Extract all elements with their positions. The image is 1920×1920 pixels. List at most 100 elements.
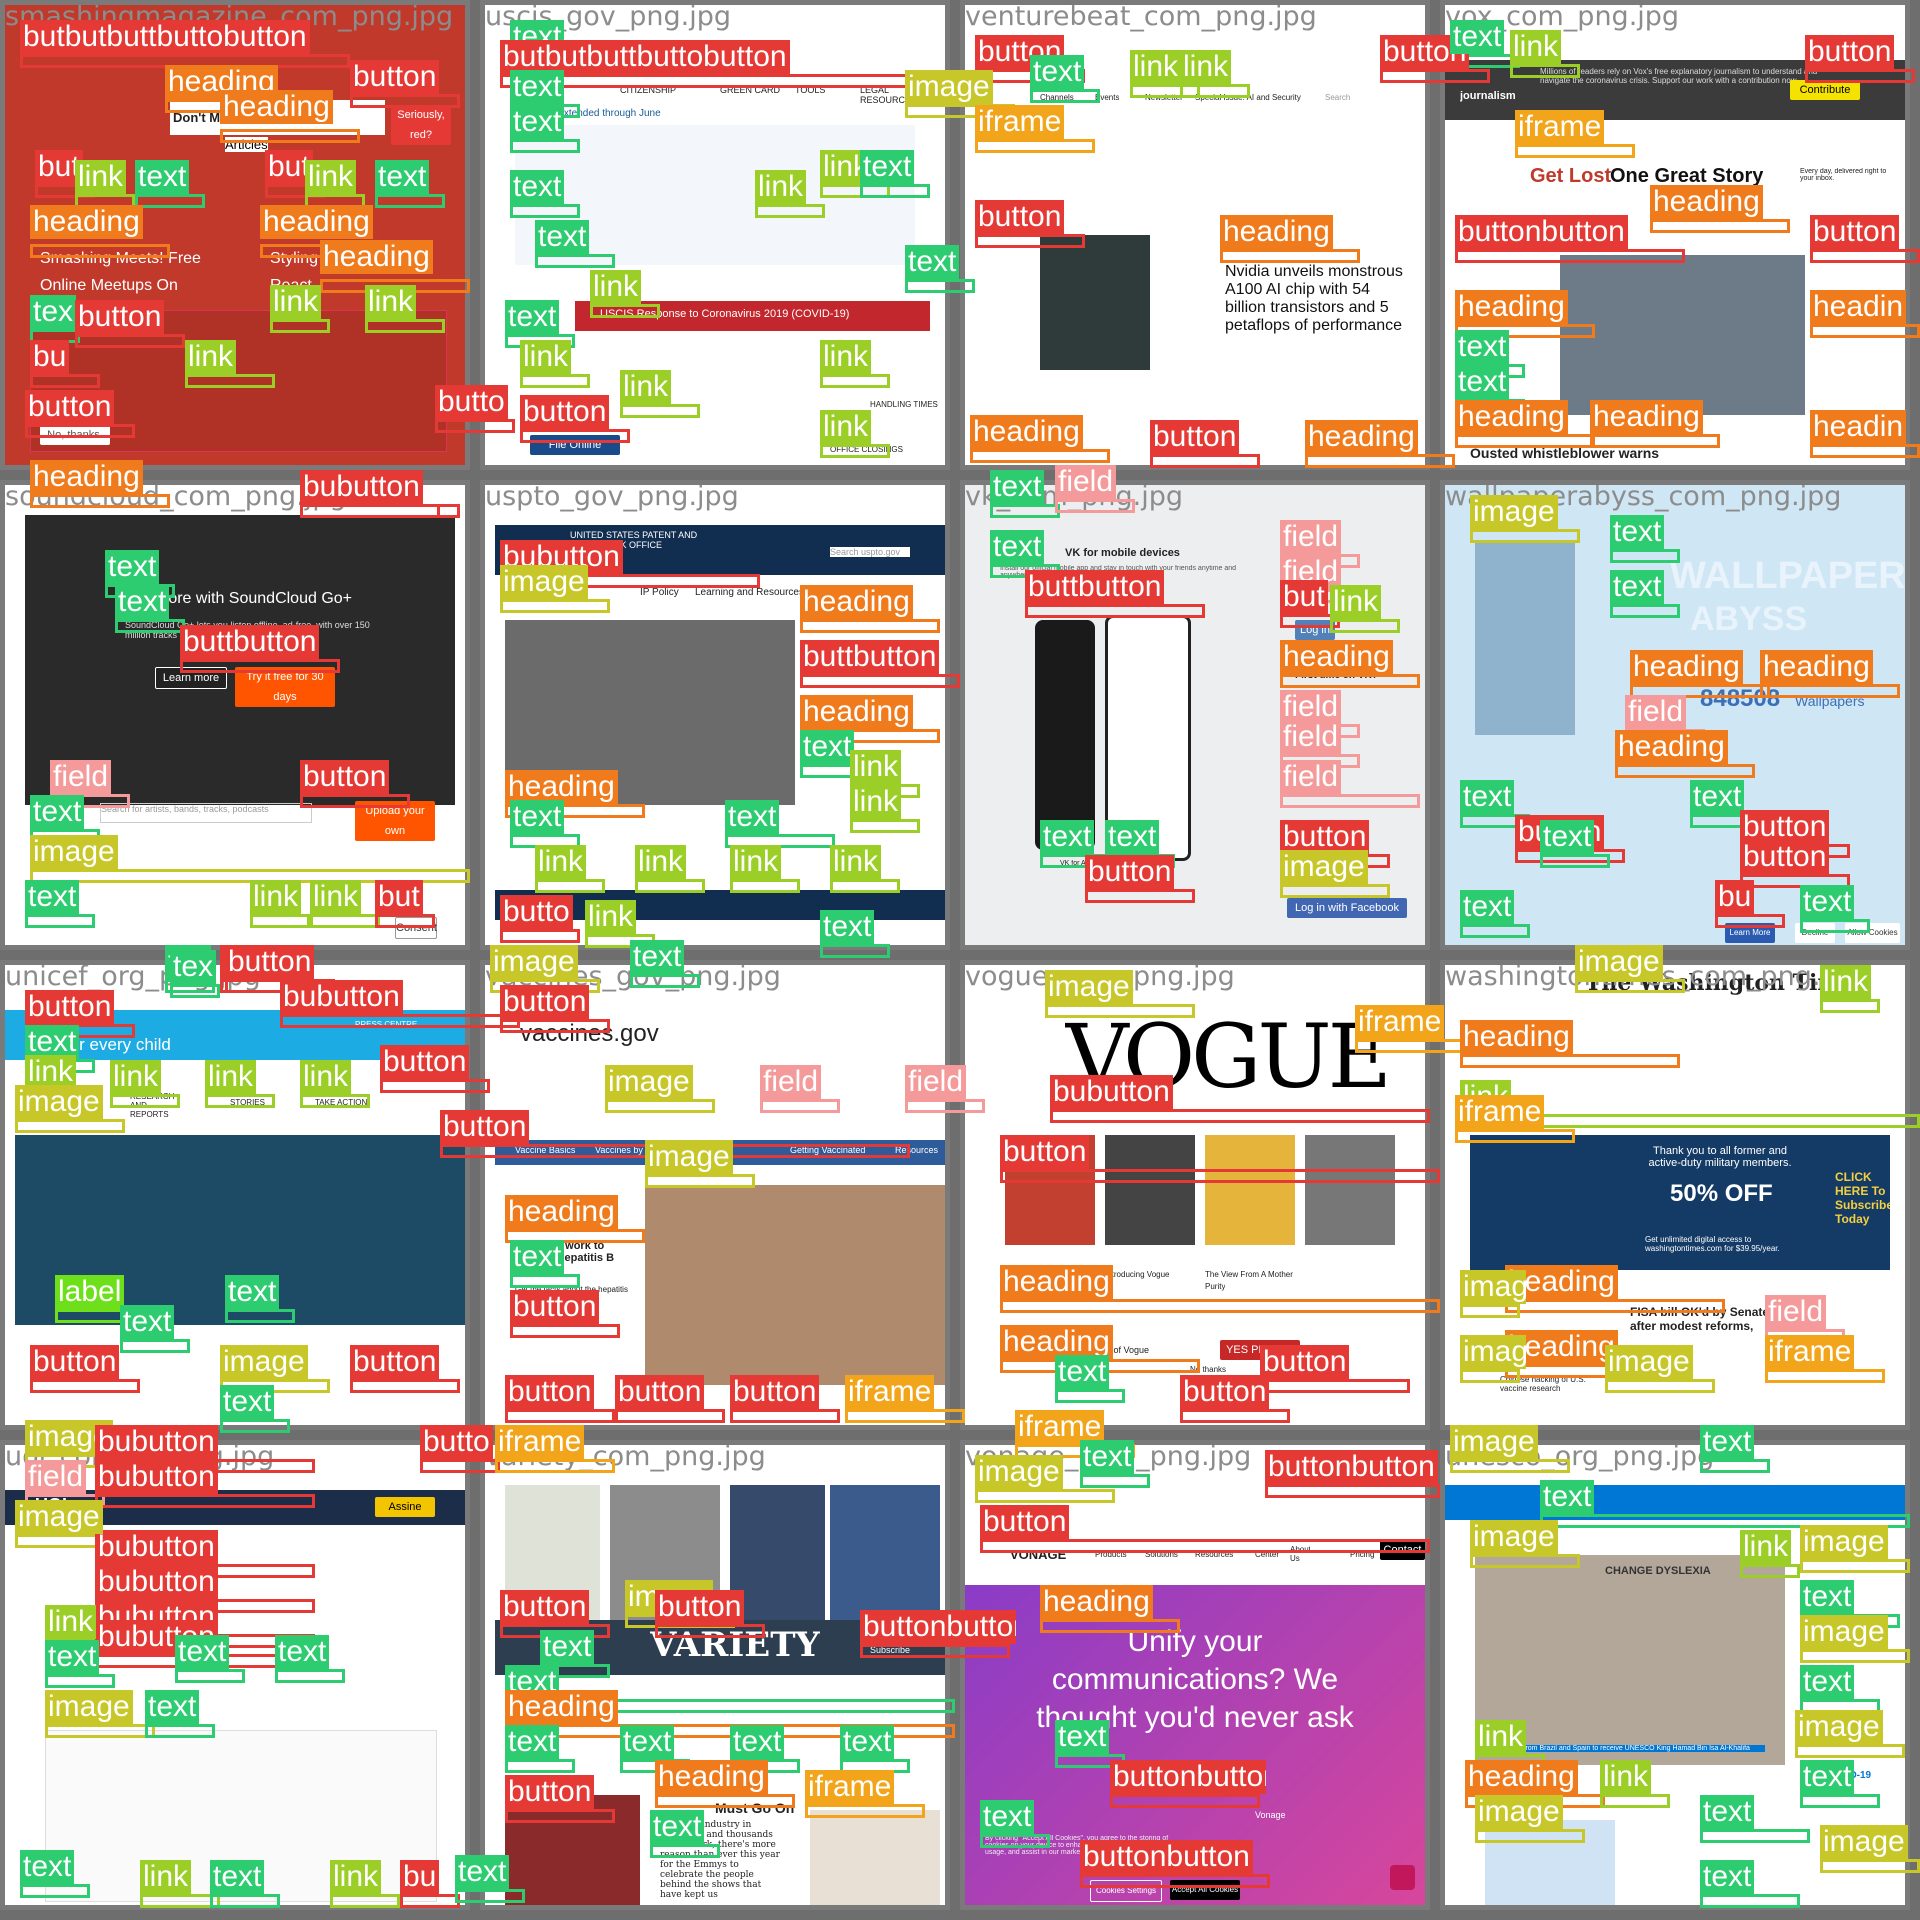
product-image-1 (505, 1485, 600, 1620)
chat-icon[interactable] (1390, 1865, 1415, 1890)
ad-discount: 50% OFF (1670, 1180, 1773, 1207)
nav-research[interactable]: RESEARCH AND REPORTS (130, 1092, 175, 1119)
facebook-login-button[interactable]: Log in with Facebook (1287, 898, 1407, 918)
nav-special-issue[interactable]: Special Issue: AI and Security (1195, 93, 1301, 102)
learn-more-button[interactable]: Learn More (1725, 923, 1775, 943)
nav-legal[interactable]: LEGAL RESOURCES (860, 85, 918, 105)
hacking-headline[interactable]: Chinese hacking of U.S. vaccine research (1500, 1375, 1586, 1393)
alert-heading: Closure Extended through June (520, 108, 661, 119)
tile-filename: wallpaperabyss_com_png.jpg (1445, 481, 1842, 512)
hero-text: Get the facts about the hepatitis B vacc… (515, 1285, 628, 1303)
tagline: for every child (65, 1035, 171, 1054)
footer-band (495, 890, 945, 920)
search-input[interactable]: Search for artists, bands, tracks, podca… (100, 803, 312, 823)
nav-learning[interactable]: Learning and Resources (695, 587, 804, 598)
vk-android-link[interactable]: VK for Android (1060, 860, 1106, 867)
nav-citizenship[interactable]: CITIZENSHIP (620, 85, 677, 95)
whistleblower-headline[interactable]: Ousted whistleblower warns (1470, 445, 1660, 461)
nav-center[interactable]: Center (1255, 1550, 1280, 1559)
search-input[interactable]: Search uspto.gov (830, 547, 910, 557)
nav-solutions[interactable]: Solutions (1145, 1550, 1178, 1559)
newsletter-text: The Best of Vogue (1075, 1345, 1150, 1355)
nav-products[interactable]: Products (1095, 1550, 1127, 1559)
first-time-heading: First time on VK? (1295, 670, 1378, 681)
press-centre-link[interactable]: PRESS CENTRE (355, 1020, 418, 1029)
tile-vogue: VOGUE The Ancient Beauty Introducing Vog… (960, 960, 1430, 1430)
tile-filename: unicef_org_png.jpg (5, 961, 261, 992)
robot-image (1475, 540, 1575, 735)
nav-stories[interactable]: STORIES (230, 1098, 265, 1107)
article-headline[interactable]: Nvidia unveils monstrous A100 AI chip wi… (1225, 263, 1403, 334)
banner-journalism: journalism (1460, 90, 1516, 102)
office-closings-link[interactable]: OFFICE CLOSINGS (830, 445, 903, 454)
consent-button[interactable]: Consent (395, 917, 437, 939)
nav-newsletter[interactable]: Newsletter (1145, 93, 1183, 102)
tile-filename: vaccines_gov_png.jpg (485, 961, 781, 992)
logo-wallpaper: WALLPAPER (1670, 555, 1906, 597)
tile-vaccines: vaccines.gov Vaccine Basics Vaccines by … (480, 960, 950, 1430)
phone-mockup-right (1105, 615, 1191, 861)
tile-filename: uspto_gov_png.jpg (485, 481, 739, 512)
try-free-button[interactable]: Try it free for 30 days (235, 667, 335, 707)
article-heading[interactable]: Must Go On (715, 1800, 795, 1816)
story-title-1[interactable]: The Ancient Beauty (1005, 1270, 1075, 1279)
ad-cta[interactable]: CLICK HERE To Subscribe Today (1835, 1170, 1890, 1226)
nav-getting-vaccinated[interactable]: Getting Vaccinated (790, 1145, 866, 1155)
tile-filename: vk_com_png.jpg (965, 481, 1184, 512)
cookies-settings-button[interactable]: Cookies Settings (1090, 1880, 1162, 1902)
fisa-headline[interactable]: FISA bill OK'd by Senate after modest re… (1630, 1305, 1770, 1333)
subscribe-link[interactable]: Subscribe (870, 1645, 911, 1655)
nav-vaccine-basics[interactable]: Vaccine Basics (515, 1145, 576, 1155)
upload-button[interactable]: Upload your own (355, 801, 435, 841)
card-headline: Don't Mi (173, 110, 224, 125)
tile-filename: venturebeat_com_png.jpg (965, 1, 1317, 32)
uol-logo: UOL (35, 1495, 73, 1515)
meetups-title: Smashing Meets! Free (40, 250, 201, 267)
nav-events[interactable]: Events (1095, 93, 1120, 102)
nav-resources[interactable]: Resources (895, 1145, 939, 1155)
nav-resources[interactable]: Resources (1195, 1550, 1234, 1559)
contribute-button[interactable]: Contribute (1790, 80, 1860, 100)
nav-pricing[interactable]: Pricing (1350, 1550, 1375, 1559)
wallpapers-label: Wallpapers (1795, 693, 1865, 709)
vonage-chat-label: Vonage (1255, 1810, 1286, 1820)
ad-offer: Get unlimited digital access to washingt… (1645, 1235, 1780, 1253)
nav-green-card[interactable]: GREEN CARD (720, 85, 781, 95)
allow-cookies-button[interactable]: Allow Cookies (1845, 923, 1900, 943)
no-thanks-link[interactable]: No thanks (1190, 1365, 1227, 1374)
decline-button[interactable]: Decline (1795, 923, 1835, 943)
login-button[interactable]: Log in (1295, 620, 1335, 640)
tile-vonage: VONAGE Products Solutions Resources Cent… (960, 1440, 1430, 1910)
cookie-text: By clicking "Accept All Cookies", you ag… (985, 1835, 1181, 1856)
nav-tools[interactable]: TOOLS (795, 85, 826, 95)
tile-filename: uscis_gov_png.jpg (485, 1, 731, 32)
file-online-button[interactable]: File Online (530, 435, 620, 455)
nav-take-action[interactable]: TAKE ACTION (315, 1098, 368, 1107)
story-title-3[interactable]: The View From A Mother (1205, 1270, 1293, 1279)
yes-please-button[interactable]: YES PLEASE (1220, 1340, 1300, 1360)
hero-caption[interactable]: Participants from Brazil and Spain to re… (1485, 1745, 1765, 1752)
vk-iphone-link[interactable]: VK for iPhone (1125, 860, 1169, 867)
story-title-2[interactable]: Introducing Vogue (1105, 1270, 1170, 1279)
tile-filename: vox_com_png.jpg (1445, 1, 1680, 32)
family-photo (645, 1185, 945, 1385)
nav-ip-policy[interactable]: IP Policy (640, 587, 679, 598)
tile-filename: uol_com_br_png.jpg (5, 1441, 275, 1472)
subscribe-button[interactable]: Assine (375, 1497, 435, 1517)
contact-button[interactable]: Contact (1380, 1540, 1425, 1560)
tile-uspto: UNITED STATES PATENT AND TRADEMARK OFFIC… (480, 480, 950, 950)
handling-times-link[interactable]: HANDLING TIMES (870, 400, 938, 409)
accept-cookies-button[interactable]: Accept All Cookies (1170, 1880, 1240, 1900)
learn-more-button[interactable]: Learn more (155, 667, 227, 689)
no-thanks-button[interactable]: No, thanks. (40, 425, 110, 445)
story-title-4[interactable]: Purity (1205, 1282, 1226, 1291)
nav-channels[interactable]: Channels (1040, 93, 1074, 102)
hero-heading: More with SoundCloud Go+ (155, 590, 352, 607)
covid-banner-link[interactable]: USCIS Response to Coronavirus 2019 (COVI… (600, 308, 850, 320)
nav-vaccines-by-age[interactable]: Vaccines by Age (595, 1145, 661, 1155)
styling-title: Styling (270, 250, 319, 267)
seriously-red-button[interactable]: Seriously, red? (391, 105, 451, 145)
header-bar (1445, 1485, 1905, 1520)
nav-about[interactable]: About Us (1290, 1545, 1310, 1563)
search-input[interactable]: Search (1325, 93, 1351, 102)
